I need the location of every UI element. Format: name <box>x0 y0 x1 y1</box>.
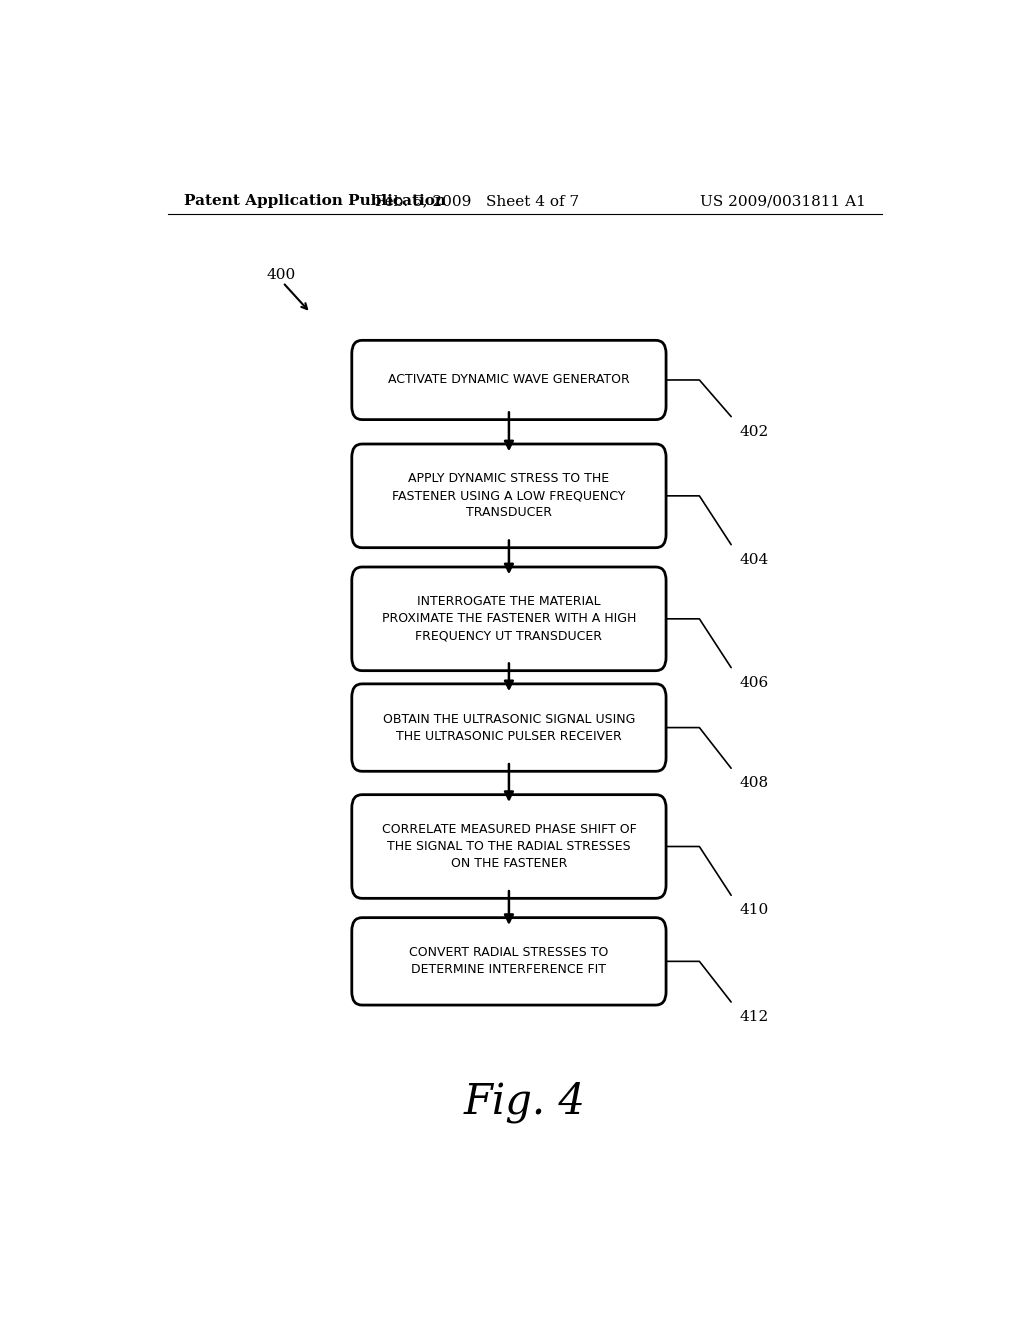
Text: Fig. 4: Fig. 4 <box>464 1081 586 1122</box>
Text: 406: 406 <box>739 676 768 690</box>
Text: ACTIVATE DYNAMIC WAVE GENERATOR: ACTIVATE DYNAMIC WAVE GENERATOR <box>388 374 630 387</box>
FancyBboxPatch shape <box>352 684 666 771</box>
Text: 404: 404 <box>739 553 768 566</box>
Text: OBTAIN THE ULTRASONIC SIGNAL USING
THE ULTRASONIC PULSER RECEIVER: OBTAIN THE ULTRASONIC SIGNAL USING THE U… <box>383 713 635 743</box>
Text: CONVERT RADIAL STRESSES TO
DETERMINE INTERFERENCE FIT: CONVERT RADIAL STRESSES TO DETERMINE INT… <box>410 946 608 977</box>
Text: 400: 400 <box>267 268 296 282</box>
FancyBboxPatch shape <box>352 568 666 671</box>
FancyBboxPatch shape <box>352 795 666 899</box>
Text: APPLY DYNAMIC STRESS TO THE
FASTENER USING A LOW FREQUENCY
TRANSDUCER: APPLY DYNAMIC STRESS TO THE FASTENER USI… <box>392 473 626 519</box>
Text: INTERROGATE THE MATERIAL
PROXIMATE THE FASTENER WITH A HIGH
FREQUENCY UT TRANSDU: INTERROGATE THE MATERIAL PROXIMATE THE F… <box>382 595 636 643</box>
Text: 412: 412 <box>739 1010 768 1024</box>
Text: Feb. 5, 2009   Sheet 4 of 7: Feb. 5, 2009 Sheet 4 of 7 <box>375 194 580 209</box>
Text: CORRELATE MEASURED PHASE SHIFT OF
THE SIGNAL TO THE RADIAL STRESSES
ON THE FASTE: CORRELATE MEASURED PHASE SHIFT OF THE SI… <box>382 822 636 870</box>
FancyBboxPatch shape <box>352 444 666 548</box>
Text: US 2009/0031811 A1: US 2009/0031811 A1 <box>700 194 866 209</box>
Text: 410: 410 <box>739 903 768 917</box>
Text: Patent Application Publication: Patent Application Publication <box>183 194 445 209</box>
Text: 402: 402 <box>739 425 768 438</box>
Text: 408: 408 <box>739 776 768 791</box>
FancyBboxPatch shape <box>352 341 666 420</box>
FancyBboxPatch shape <box>352 917 666 1005</box>
